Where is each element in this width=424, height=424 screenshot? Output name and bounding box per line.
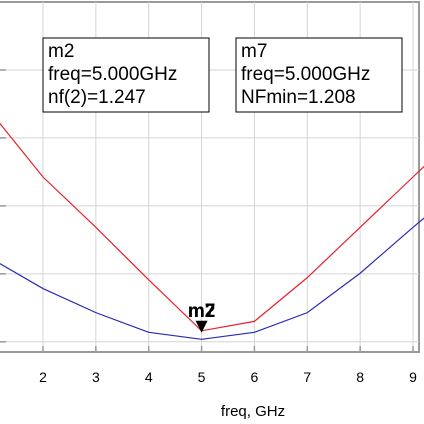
marker-m2-name: m2 (48, 41, 74, 62)
marker-m7-freq: freq=5.000GHz (241, 64, 370, 85)
plot-frame (0, 1, 420, 353)
marker-m7-box[interactable]: m7 freq=5.000GHz NFmin=1.208 (235, 37, 403, 113)
x-tick-label-6: 6 (251, 369, 259, 385)
x-tick-label-4: 4 (145, 369, 153, 385)
series-group (0, 122, 424, 340)
x-tick-label-7: 7 (303, 369, 311, 385)
marker-m7-box-frame (235, 37, 403, 113)
marker-m2-freq: freq=5.000GHz (48, 64, 177, 85)
marker-label-m7: m7 (188, 301, 215, 322)
x-tick-label-3: 3 (92, 369, 100, 385)
x-tick-label-9: 9 (409, 369, 417, 385)
marker-m7-value: NFmin=1.208 (241, 87, 356, 108)
marker-m2-value: nf(2)=1.247 (48, 87, 146, 108)
marker-label-m2: m2 (188, 301, 215, 322)
series-line-1 (0, 217, 424, 340)
series-line-0 (0, 122, 424, 332)
marker-m2-box[interactable]: m2 freq=5.000GHz nf(2)=1.247 (42, 37, 210, 113)
x-tick-label-2: 2 (39, 369, 47, 385)
x-tick-label-5: 5 (198, 369, 206, 385)
x-tick-label-8: 8 (356, 369, 364, 385)
x-axis-ticks: 2 3 4 5 6 7 8 9 (39, 346, 417, 385)
x-axis-title: freq, GHz (221, 403, 285, 420)
marker-m7-name: m7 (241, 41, 267, 62)
marker-m2-box-frame (42, 37, 210, 113)
marker-triangle-icon (195, 320, 208, 333)
marker-point[interactable]: m2 m7 (188, 301, 215, 333)
